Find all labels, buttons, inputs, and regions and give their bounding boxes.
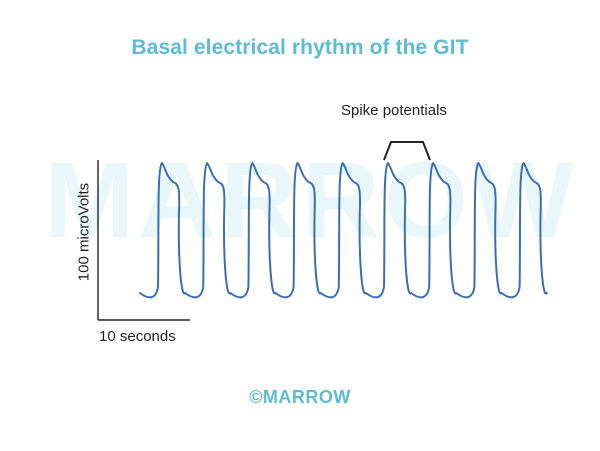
spike-potentials-label: Spike potentials bbox=[341, 102, 447, 119]
copyright-logo: ©MARROW bbox=[0, 387, 600, 408]
x-scale-label: 10 seconds bbox=[99, 328, 176, 345]
y-scale-label: 100 microVolts bbox=[76, 152, 93, 312]
spike-bracket bbox=[384, 142, 430, 160]
waveform-trace bbox=[140, 163, 547, 297]
